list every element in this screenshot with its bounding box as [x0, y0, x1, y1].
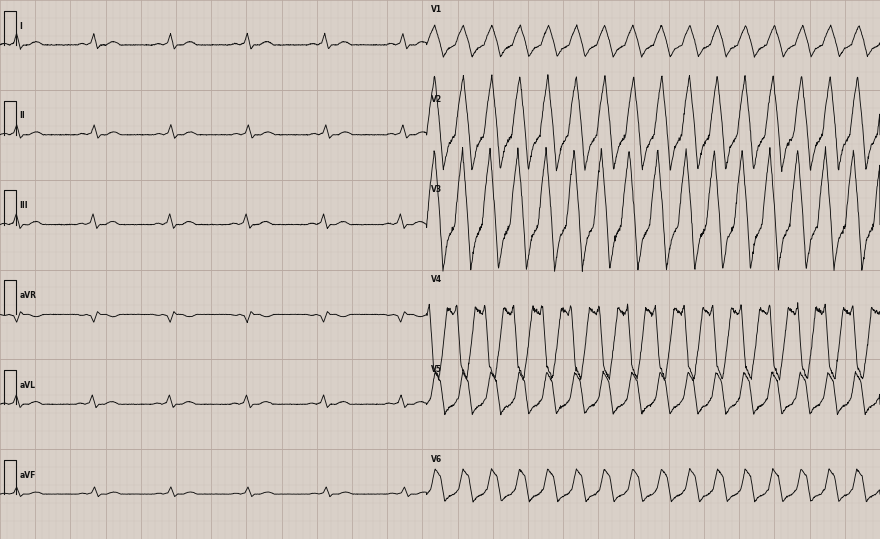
- Text: V6: V6: [431, 454, 443, 464]
- Text: aVF: aVF: [19, 471, 36, 480]
- Text: III: III: [19, 201, 28, 210]
- Text: aVL: aVL: [19, 381, 35, 390]
- Text: aVR: aVR: [19, 291, 36, 300]
- Text: II: II: [19, 112, 26, 121]
- Text: V5: V5: [431, 365, 443, 374]
- Text: V3: V3: [431, 185, 443, 194]
- Text: V1: V1: [431, 5, 443, 15]
- Text: V2: V2: [431, 95, 443, 104]
- Text: I: I: [19, 22, 22, 31]
- Text: V4: V4: [431, 275, 443, 284]
